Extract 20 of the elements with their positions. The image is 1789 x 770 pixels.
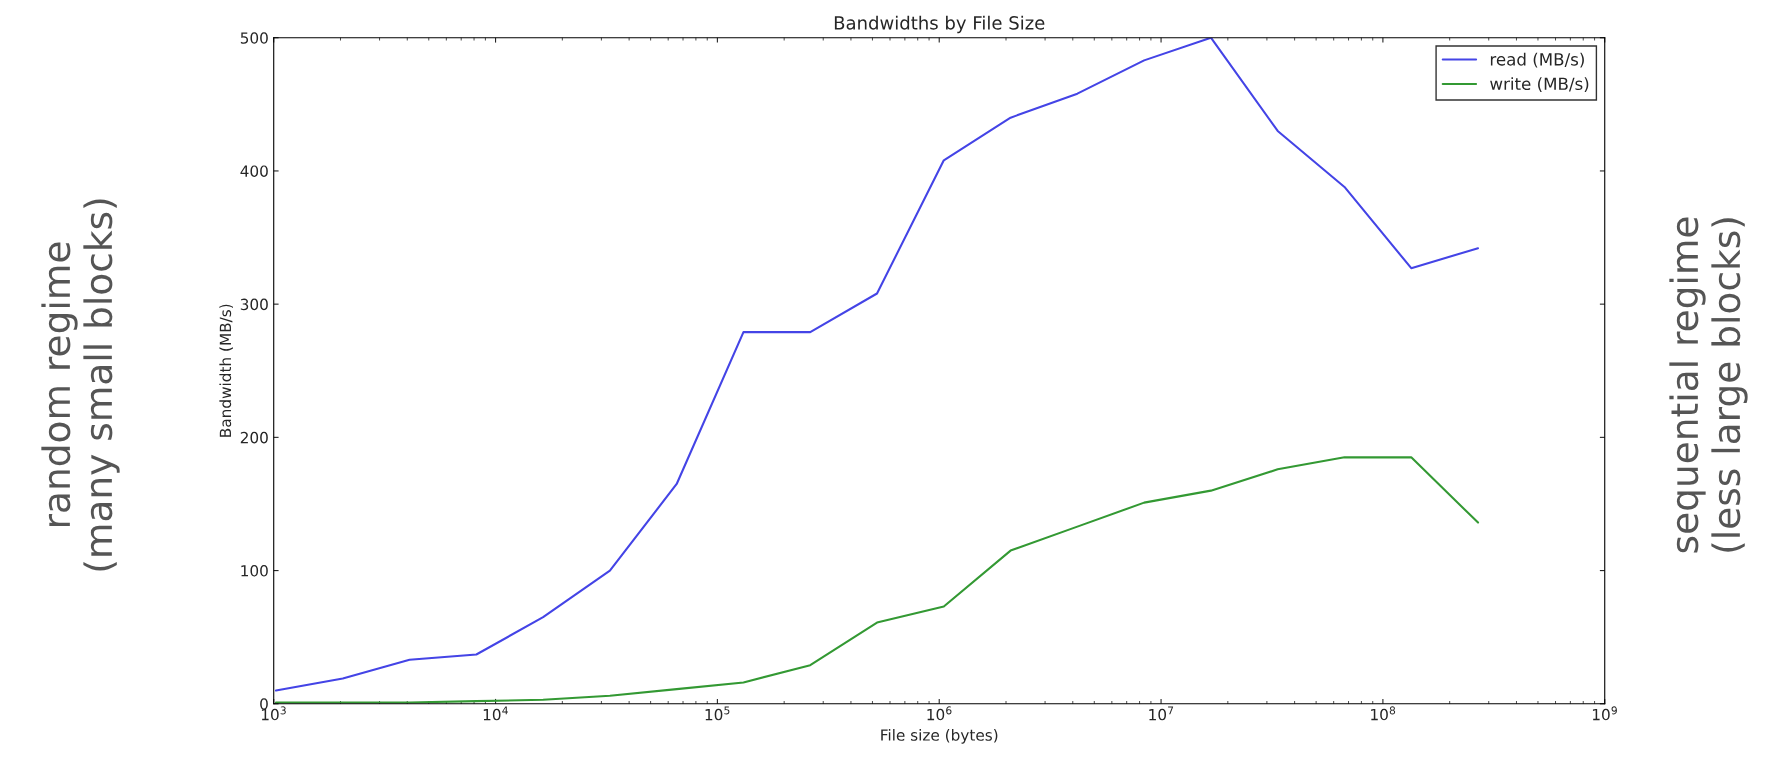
y-tick-label: 500 xyxy=(240,32,268,44)
x-axis-title: File size (bytes) xyxy=(881,728,998,744)
x-tick-label: 10$^{9}$ xyxy=(1592,706,1617,721)
y-tick-label: 100 xyxy=(241,565,268,577)
line-series xyxy=(274,37,1480,692)
y-axis-title: Bandwidth (MB/s) xyxy=(219,304,233,437)
chart-title: Bandwidths by File Size xyxy=(834,15,1045,34)
x-tick-label: 10$^{4}$ xyxy=(483,706,508,721)
text: random regime (many small blocks) xyxy=(41,199,120,571)
y-tick-label: 300 xyxy=(240,298,268,311)
x-tick-label: 10$^{8}$ xyxy=(1371,706,1396,721)
legend-label: read (MB/s) xyxy=(1490,52,1584,68)
text: sequential regime (less large blocks) xyxy=(1669,217,1748,553)
y-tick-label: 400 xyxy=(240,165,268,177)
x-tick-label: 10$^{5}$ xyxy=(705,706,730,721)
line-series xyxy=(274,456,1480,704)
x-tick-label: 10$^{6}$ xyxy=(927,706,952,721)
legend-label: write (MB/s) xyxy=(1490,77,1589,93)
y-tick-label: 200 xyxy=(240,431,268,444)
x-tick-label: 10$^{7}$ xyxy=(1149,706,1174,721)
